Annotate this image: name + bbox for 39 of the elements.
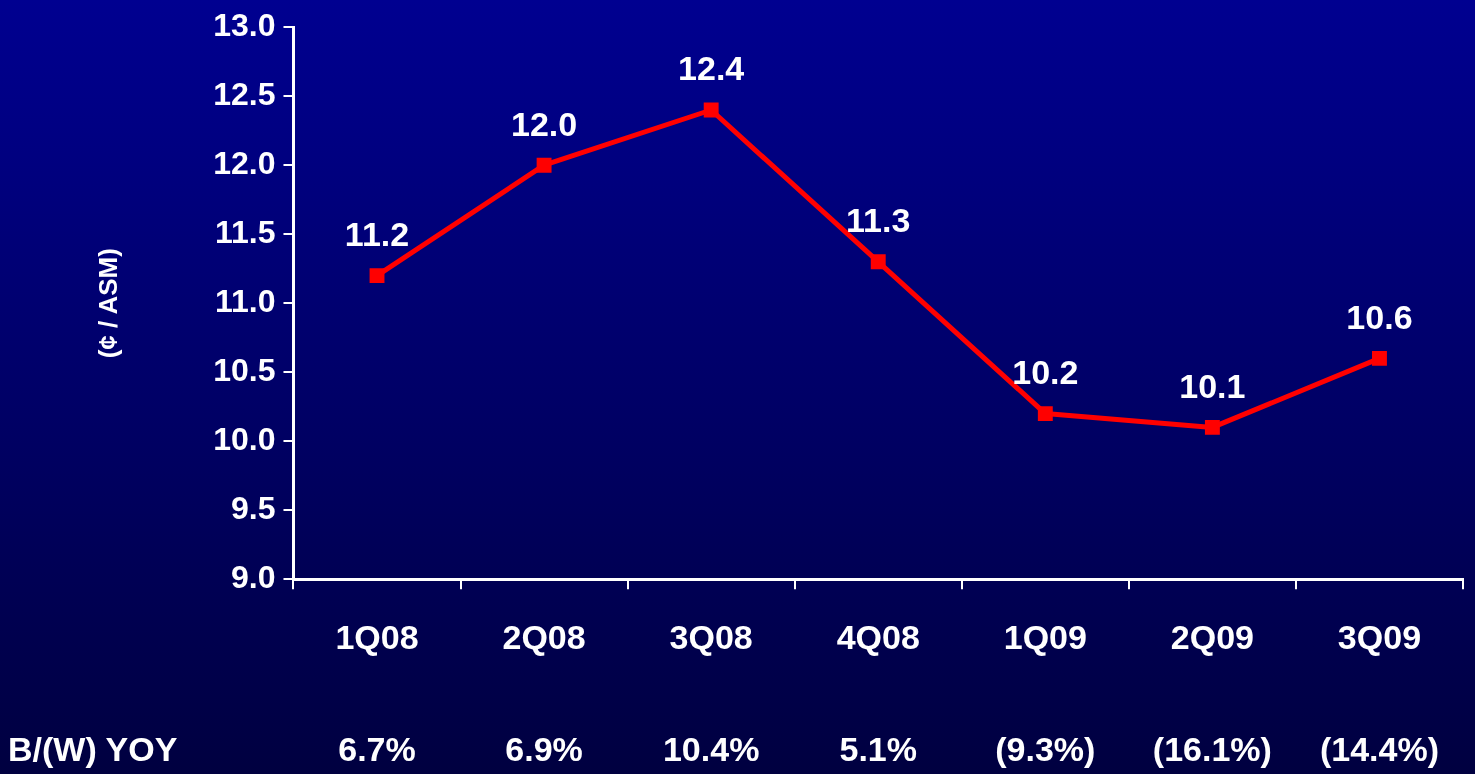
y-tick-label: 12.0 — [213, 145, 276, 182]
x-tick-label: 3Q08 — [669, 617, 753, 656]
y-tick-label: 10.5 — [213, 352, 276, 389]
data-label: 10.1 — [1179, 366, 1246, 405]
x-tick-label: 2Q08 — [502, 617, 586, 656]
point — [1372, 350, 1387, 366]
text: 6.7% — [338, 730, 416, 769]
data-label: 11.3 — [846, 201, 911, 240]
y-tick-label: 13.0 — [213, 7, 276, 44]
data-label: 12.4 — [678, 49, 745, 88]
point — [536, 157, 552, 173]
x-tick-label: 3Q09 — [1337, 617, 1422, 656]
text: B/(W) YOY — [8, 730, 178, 769]
y-tick-label: 10.0 — [213, 421, 276, 458]
point — [870, 254, 886, 270]
y-tick-label: 12.5 — [213, 76, 276, 113]
x-tick-label: 2Q09 — [1170, 617, 1254, 656]
text: 5.1% — [839, 730, 917, 769]
point — [1037, 406, 1053, 422]
y-tick-label: 11.5 — [214, 214, 276, 251]
data-label: 10.6 — [1346, 297, 1413, 336]
text: (9.3%) — [995, 730, 1096, 769]
point — [703, 102, 719, 118]
point — [369, 268, 385, 284]
data-label: 11.2 — [344, 214, 410, 253]
x-tick-label: 1Q08 — [335, 617, 419, 656]
y-axis-title: (¢ / ASM) — [92, 248, 123, 359]
y-tick-label: 9.0 — [231, 559, 276, 596]
text: (14.4%) — [1319, 730, 1439, 769]
data-label: 12.0 — [511, 104, 578, 143]
point — [1204, 419, 1220, 435]
y-tick-label: 9.5 — [231, 490, 276, 527]
text: 6.9% — [505, 730, 583, 769]
text: 10.4% — [662, 730, 760, 769]
x-tick-label: 1Q09 — [1003, 617, 1087, 656]
y-tick-label: 11.0 — [214, 283, 276, 320]
text: (16.1%) — [1152, 730, 1272, 769]
x-tick-label: 4Q08 — [836, 617, 920, 656]
data-label: 10.2 — [1012, 352, 1079, 391]
